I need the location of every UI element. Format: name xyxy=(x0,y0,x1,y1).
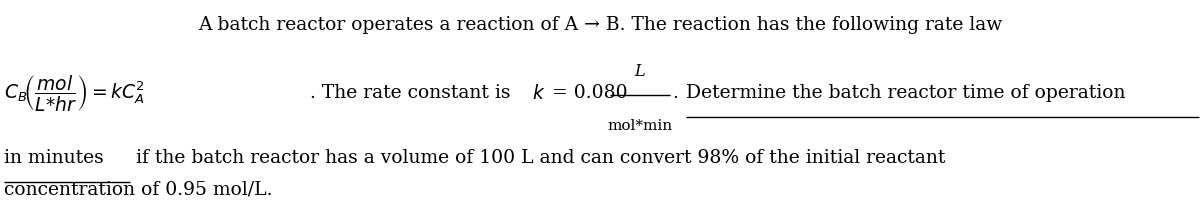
Text: concentration of 0.95 mol/L.: concentration of 0.95 mol/L. xyxy=(4,180,272,198)
Text: $k$: $k$ xyxy=(532,83,545,102)
Text: mol*min: mol*min xyxy=(607,118,672,132)
Text: L: L xyxy=(635,62,644,79)
Text: $C_B\!\left(\dfrac{mol}{L{*}hr}\right) = kC_A^2$: $C_B\!\left(\dfrac{mol}{L{*}hr}\right) =… xyxy=(4,73,145,113)
Text: .: . xyxy=(673,84,685,102)
Text: = 0.080: = 0.080 xyxy=(546,84,634,102)
Text: . The rate constant is: . The rate constant is xyxy=(310,84,516,102)
Text: A batch reactor operates a reaction of A → B. The reaction has the following rat: A batch reactor operates a reaction of A… xyxy=(198,16,1002,34)
Text: if the batch reactor has a volume of 100 L and can convert 98% of the initial re: if the batch reactor has a volume of 100… xyxy=(130,149,944,166)
Text: in minutes: in minutes xyxy=(4,149,103,166)
Text: Determine the batch reactor time of operation: Determine the batch reactor time of oper… xyxy=(686,84,1126,102)
